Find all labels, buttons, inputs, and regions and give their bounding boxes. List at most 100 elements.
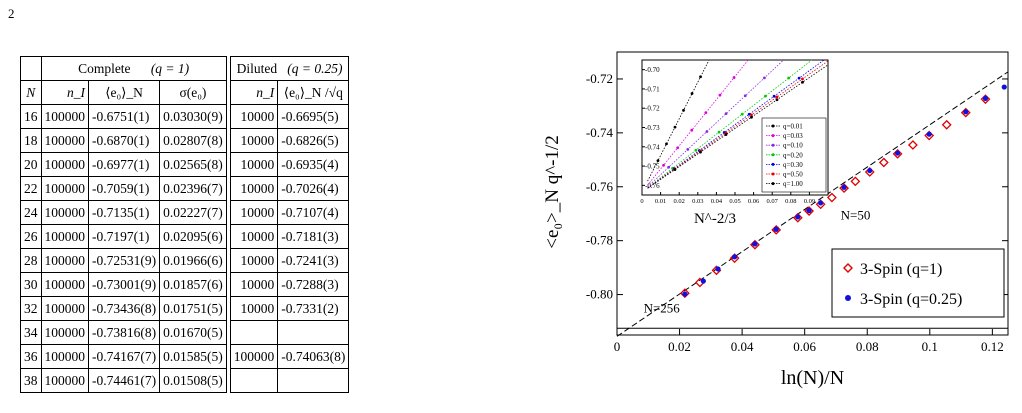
blank-header: [20, 56, 42, 81]
plot-frame: [616, 51, 1009, 336]
data-point-q1: [839, 183, 850, 194]
cell-e0: -0.73816(8): [87, 320, 161, 345]
complete-q-label: (q = 1): [150, 61, 190, 76]
table-row: 32 100000 -0.73436(8) 0.01751(5) 10000 -0.733…: [20, 296, 350, 321]
cell-sigma: 0.03030(9): [159, 104, 227, 129]
data-point-q025: [700, 278, 706, 284]
cell-sigma: 0.02396(7): [159, 176, 227, 201]
inset-data-point: [772, 94, 776, 98]
inset-y-tick-label: -0.75: [645, 163, 660, 171]
cell-e0: -0.74167(7): [87, 344, 161, 369]
page-number: 2: [8, 6, 15, 21]
data-point-q1: [804, 206, 814, 216]
table-row: 20 100000 -0.6977(1) 0.02565(8) 10000 -0.6935…: [20, 152, 350, 177]
data-point-q025: [1001, 84, 1007, 90]
column-separator: [225, 296, 231, 321]
complete-label: Complete: [78, 61, 131, 76]
data-point-q025: [982, 95, 989, 101]
column-separator: [225, 248, 231, 273]
cell-e0-diluted: -0.7181(3): [277, 224, 350, 249]
cell-n: 32: [20, 296, 42, 321]
inset-data-point: [718, 93, 722, 97]
cell-ni: 100000: [40, 248, 89, 273]
data-point-q1: [750, 239, 760, 250]
inset-legend-label: q=0.30: [783, 161, 803, 169]
results-table-container: Complete (q = 1) Diluted (q = 0.25) N n_…: [20, 56, 490, 413]
column-separator: [225, 56, 231, 81]
inset-data-point: [787, 76, 791, 80]
inset-data-point: [724, 133, 728, 137]
inset-legend-label: q=0.03: [783, 132, 803, 140]
cell-ni-diluted: 10000: [229, 152, 279, 177]
inset-curve: [647, 60, 829, 189]
diluted-group-header: Diluted (q = 0.25): [229, 56, 350, 81]
cell-e0-diluted: [277, 320, 350, 345]
cell-n: 16: [20, 104, 42, 129]
inset-x-tick-label: 0.02: [674, 198, 685, 205]
column-separator: [225, 176, 231, 201]
cell-e0: -0.73001(9): [87, 272, 161, 297]
x-tick-label: 0.1: [922, 339, 938, 354]
inset-curve: [647, 59, 825, 189]
group-header-row: Complete (q = 1) Diluted (q = 0.25): [20, 56, 350, 81]
cell-ni-diluted: 10000: [229, 128, 279, 153]
inset-legend-marker: [771, 143, 775, 147]
inset-x-tick-label: 0.08: [785, 198, 796, 205]
data-point-q1: [878, 157, 889, 168]
data-point-q1: [729, 253, 740, 264]
col-header-ni: n_I: [40, 80, 89, 105]
inset-data-point: [801, 80, 804, 84]
cell-n: 24: [20, 200, 42, 225]
cell-sigma: 0.01751(5): [159, 296, 227, 321]
cell-ni: 100000: [40, 344, 89, 369]
data-point-q1: [864, 167, 875, 177]
data-point-q1: [826, 192, 837, 203]
inset-legend-label: q=0.01: [783, 123, 803, 131]
cell-e0: -0.6870(1): [87, 128, 161, 153]
main-plot: 0 0.02 0.04 0.06 0.08 0.1 0.12-0.72-0.74-0.76-…: [542, 51, 1009, 389]
table-row: 22 100000 -0.7059(1) 0.02396(7) 10000 -0.7026…: [20, 176, 350, 201]
cell-ni-diluted: [229, 320, 279, 345]
inset-data-point: [694, 148, 698, 152]
cell-n: 26: [20, 224, 42, 249]
x-tick-label: 0.12: [981, 339, 1004, 354]
fit-line: [616, 71, 1009, 337]
cell-e0-diluted: -0.7331(2): [277, 296, 350, 321]
table-row: 34 100000 -0.73816(8) 0.01670(5): [20, 320, 350, 345]
table-row: 36 100000 -0.74167(7) 0.01585(5) 100000 -0.74…: [20, 344, 350, 369]
results-table: Complete (q = 1) Diluted (q = 0.25) N n_…: [20, 56, 350, 393]
inset-y-tick-label: -0.73: [645, 124, 660, 132]
inset-legend-label: q=0.10: [783, 142, 803, 150]
cell-sigma: 0.02095(6): [159, 224, 227, 249]
inset-data-point: [673, 168, 677, 171]
data-point-q1: [980, 94, 991, 105]
cell-ni-diluted: 10000: [229, 248, 279, 273]
cell-e0: -0.7059(1): [87, 176, 161, 201]
cell-e0-diluted: -0.6826(5): [277, 128, 350, 153]
inset-data-point: [673, 125, 677, 129]
inset-data-point: [764, 94, 767, 98]
table-body: 16 100000 -0.6751(1) 0.03030(9) 10000 -0.6695…: [20, 104, 350, 393]
y-tick-label: -0.76: [586, 179, 614, 194]
table-row: 16 100000 -0.6751(1) 0.03030(9) 10000 -0.6695…: [20, 104, 350, 129]
data-point-q025: [841, 184, 847, 190]
cell-ni: 100000: [40, 320, 89, 345]
data-point-q1: [892, 148, 903, 159]
column-separator: [225, 200, 231, 225]
x-tick-label: 0.04: [731, 339, 754, 354]
cell-e0: -0.6977(1): [87, 152, 161, 177]
data-point-q025: [867, 167, 873, 174]
inset-legend: q=0.01q=0.03 q=0.10q=0.20 q=0.30 q=0.50q=1.…: [761, 117, 827, 193]
inset-legend-label: q=1.00: [783, 180, 803, 188]
column-separator: [225, 320, 231, 345]
cell-ni: 100000: [40, 224, 89, 249]
inset-data-point: [705, 130, 709, 133]
cell-e0-diluted: -0.6935(4): [277, 152, 350, 177]
inset-legend-marker: [771, 162, 775, 166]
legend-box: [831, 248, 1005, 318]
x-axis-label: ln(N)/N: [781, 367, 844, 389]
legend-label-q025: 3-Spin (q=0.25): [860, 291, 962, 308]
legend-marker-q025: [845, 295, 851, 301]
annotation-n256: N=256: [644, 301, 681, 316]
data-point-q1: [907, 140, 918, 150]
